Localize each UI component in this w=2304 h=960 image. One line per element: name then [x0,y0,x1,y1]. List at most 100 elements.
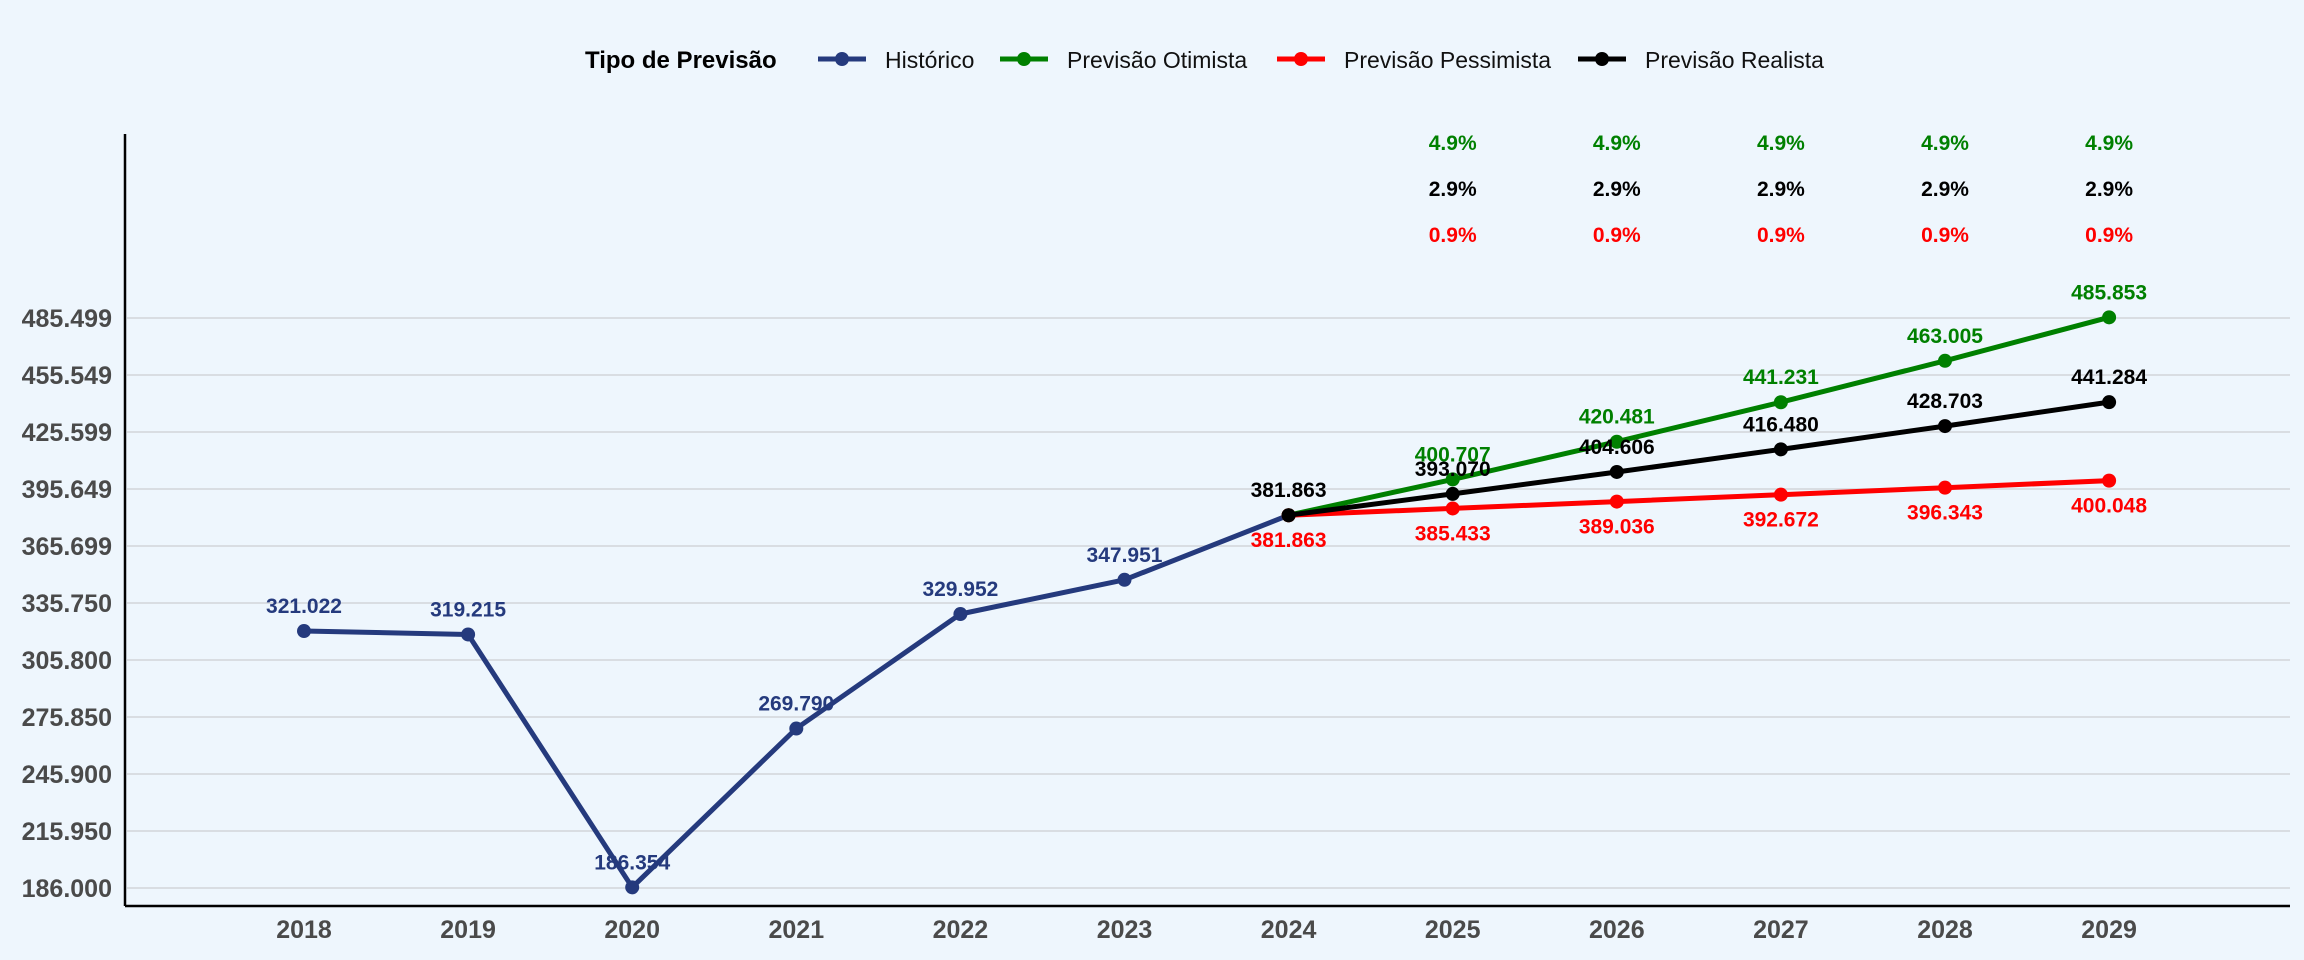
data-label: 404.606 [1579,436,1655,459]
x-tick-label: 2020 [604,916,660,944]
growth-label: 2.9% [1921,178,1969,201]
y-tick-label: 305.800 [22,647,112,675]
data-point [2102,473,2117,488]
data-point [1938,419,1952,434]
y-tick-label: 215.950 [22,818,112,846]
series-lines [297,310,2117,895]
data-point [1117,572,1132,587]
growth-label: 0.9% [1757,224,1805,247]
growth-label: 2.9% [1757,178,1805,201]
data-point [789,721,804,736]
data-point [1445,501,1460,516]
data-point [1938,353,1952,368]
data-point [1773,395,1788,410]
data-point [1773,442,1788,457]
data-label: 463.005 [1907,325,1983,348]
data-label: 389.036 [1579,516,1655,539]
data-point [1609,464,1624,479]
data-point [297,624,311,639]
x-tick-label: 2019 [440,916,496,944]
growth-label: 4.9% [1429,132,1477,155]
data-labels: 321.022 319.215 186.354 269.790 329.952 347.9… [266,281,2147,874]
y-tick-label: 425.599 [22,419,112,447]
data-point [953,607,968,622]
data-label: 396.343 [1907,502,1983,525]
data-point [461,627,476,642]
x-tick-label: 2023 [1097,916,1153,944]
y-tick-label: 365.699 [22,533,112,561]
growth-label: 4.9% [2085,132,2133,155]
y-tick-labels: 186.000 215.950 245.900 275.850 305.800 335.7… [22,305,112,903]
x-tick-label: 2028 [1917,916,1973,944]
legend-marker [1294,52,1308,66]
data-point [2102,310,2117,325]
data-point [1281,508,1296,523]
data-label: 321.022 [266,595,342,618]
y-tick-label: 395.649 [22,476,112,504]
x-tick-label: 2024 [1261,916,1317,944]
data-label: 381.863 [1251,479,1327,502]
data-label: 381.863 [1251,529,1327,552]
growth-label: 0.9% [1429,224,1477,247]
y-tick-label: 485.499 [22,305,112,333]
growth-label: 0.9% [1921,224,1969,247]
x-tick-label: 2021 [768,916,824,944]
data-label: 329.952 [922,578,998,601]
data-point [2102,395,2117,410]
x-tick-label: 2027 [1753,916,1809,944]
series-line [1286,314,2112,518]
growth-label: 4.9% [1757,132,1805,155]
y-tick-label: 186.000 [22,875,112,903]
data-label: 319.215 [430,598,506,621]
y-tick-label: 455.549 [22,362,112,390]
x-tick-labels: 2018 2019 2020 2021 2022 2023 2024 2025 2026 2027… [276,916,2137,944]
legend-marker [1017,52,1031,66]
legend-label: Previsão Pessimista [1344,47,1551,73]
axes [123,134,2290,908]
series-line [1286,478,2112,518]
growth-label: 4.9% [1921,132,1969,155]
data-label: 269.790 [758,693,834,716]
legend-label: Histórico [885,47,974,73]
data-point [1445,472,1460,487]
y-tick-label: 245.900 [22,761,112,789]
y-tick-label: 335.750 [22,590,112,618]
growth-label: 2.9% [2085,178,2133,201]
growth-label: 0.9% [1593,224,1641,247]
legend-marker [835,52,849,66]
legend: Tipo de Previsão Histórico Previsão Otimi… [585,47,1824,74]
growth-label: 2.9% [1593,178,1641,201]
x-tick-label: 2025 [1425,916,1481,944]
data-point [1938,480,1952,495]
x-tick-label: 2018 [276,916,332,944]
data-label: 186.354 [594,851,670,874]
x-tick-label: 2022 [933,916,989,944]
data-point [625,880,640,895]
data-label: 485.853 [2071,281,2147,304]
growth-label: 0.9% [2085,224,2133,247]
series-line [1286,399,2112,518]
legend-label: Previsão Realista [1645,47,1824,73]
x-tick-label: 2029 [2081,916,2137,944]
data-label: 392.672 [1743,509,1819,532]
data-label: 420.481 [1579,406,1655,429]
legend-marker [1595,52,1609,66]
growth-label: 4.9% [1593,132,1641,155]
y-tick-label: 275.850 [22,704,112,732]
legend-title: Tipo de Previsão [585,47,777,74]
x-tick-label: 2026 [1589,916,1645,944]
data-label: 441.231 [1743,366,1819,389]
data-label: 347.951 [1087,544,1163,567]
data-label: 385.433 [1415,522,1491,545]
legend-label: Previsão Otimista [1067,47,1247,73]
data-label: 400.048 [2071,495,2147,518]
gridlines [127,317,2290,889]
data-label: 393.070 [1415,458,1491,481]
data-label: 441.284 [2071,366,2147,389]
growth-label: 2.9% [1429,178,1477,201]
data-point [1609,434,1624,449]
data-point [1609,494,1624,509]
data-label: 416.480 [1743,413,1819,436]
data-point [1445,486,1460,501]
